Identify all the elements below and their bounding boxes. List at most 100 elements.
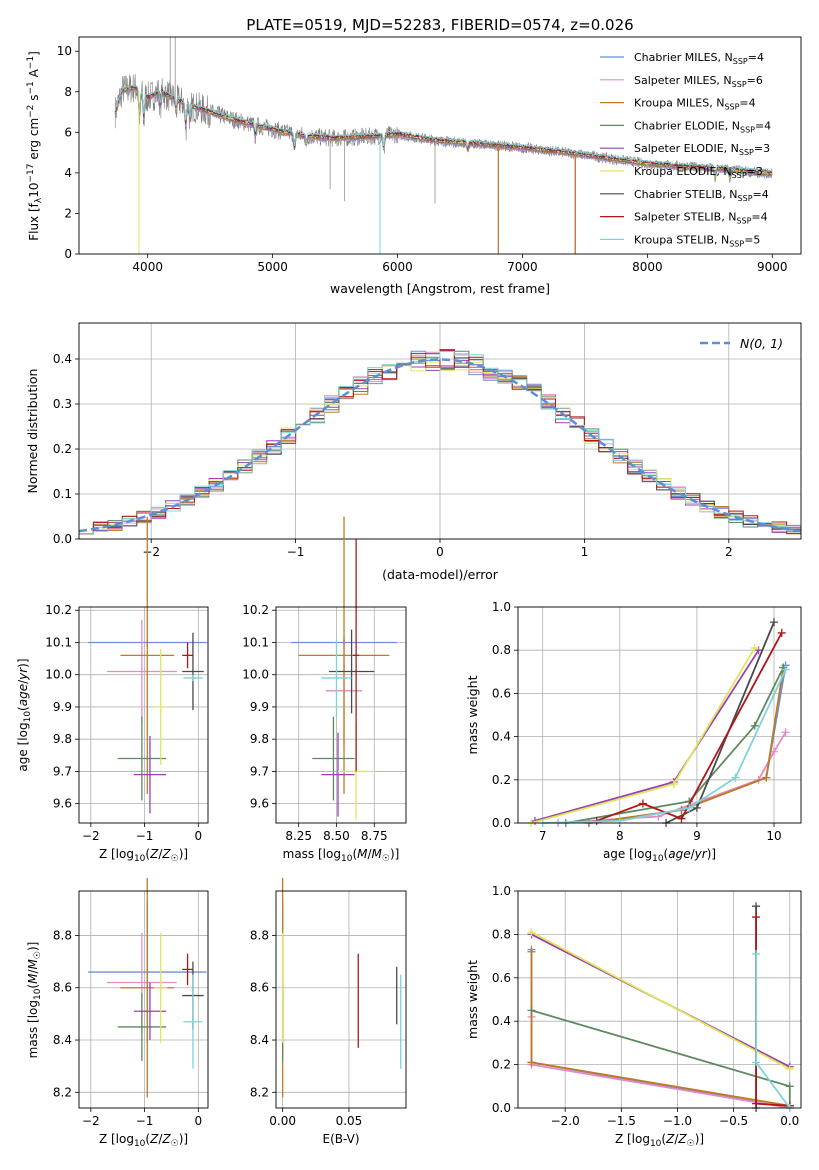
axes-frame xyxy=(517,606,802,824)
model-spectrum xyxy=(114,84,773,177)
legend-subscript: SSP xyxy=(739,148,754,157)
x-tick-label: −2 xyxy=(82,1114,100,1128)
weight-marker xyxy=(752,913,761,922)
weight-marker xyxy=(752,949,761,958)
x-tick-label: −2 xyxy=(82,829,100,843)
y-tick-label: 0.6 xyxy=(492,971,511,985)
axes-frame xyxy=(78,322,802,540)
weight-line xyxy=(596,632,783,822)
weight-marker xyxy=(785,1082,794,1091)
y-tick-label: 0.4 xyxy=(53,352,72,366)
weight-line xyxy=(530,647,756,824)
x-tick-label: 7000 xyxy=(507,260,538,274)
legend-subscript: SSP xyxy=(724,103,739,112)
weight-line xyxy=(530,951,790,1107)
x-tick-label: 9 xyxy=(693,829,701,843)
weight-marker xyxy=(770,747,779,756)
ebv-xlabel: E(B-V) xyxy=(322,1132,359,1146)
z-xlabel: Z [log10(Z/Z☉)] xyxy=(99,847,188,864)
y-tick-label: 10.0 xyxy=(45,668,72,682)
x-tick-label: 0.00 xyxy=(269,1114,296,1128)
y-tick-label: 9.8 xyxy=(250,732,269,746)
mass-xlabel: mass [log10(M/M☉)] xyxy=(283,847,400,864)
x-tick-label: −1.5 xyxy=(607,1114,636,1128)
residuals-xlabel: (data-model)/error xyxy=(382,567,499,582)
y-tick-label: 0.0 xyxy=(53,532,72,546)
z-xlabel: Z [log10(Z/Z☉)] xyxy=(615,1132,704,1149)
y-tick-label: 8.2 xyxy=(250,1085,269,1099)
legend-value: =4 xyxy=(755,119,771,132)
legend-label: Salpeter ELODIE, NSSP=3 xyxy=(634,142,770,157)
weight-marker xyxy=(685,803,694,812)
residual-histogram xyxy=(79,351,801,535)
weight-marker xyxy=(752,902,761,911)
axes-frame xyxy=(275,606,407,824)
weight-marker xyxy=(781,665,790,674)
y-tick-label: 8.8 xyxy=(53,928,72,942)
legend-value: =3 xyxy=(754,142,770,155)
legend-label: Chabrier MILES, NSSP=4 xyxy=(634,51,764,66)
axes-frame xyxy=(517,890,802,1109)
spectrum-lines xyxy=(114,37,773,254)
y-tick-label: 8 xyxy=(64,85,72,99)
mass-z-ylabel: mass [log10(M/M☉)] xyxy=(26,942,43,1059)
y-tick-label: 0.8 xyxy=(492,927,511,941)
x-tick-label: −1 xyxy=(287,545,305,559)
legend-subscript: SSP xyxy=(740,125,755,134)
y-tick-label: 8.8 xyxy=(250,928,269,942)
weight-vs-metallicity-panel: −2.0 −1.5 −1.0 −0.5 0.0 0.0 0.2 0.4 0.6 0.8 1.0 Z [… xyxy=(465,884,802,1149)
x-tick-label: 1 xyxy=(581,545,589,559)
y-tick-label: 0 xyxy=(64,247,72,261)
y-tick-label: 9.6 xyxy=(53,797,72,811)
y-tick-label: 0.0 xyxy=(492,1101,511,1115)
y-tick-label: 10.1 xyxy=(242,635,269,649)
y-tick-label: 0.2 xyxy=(53,442,72,456)
weight-marker xyxy=(750,644,759,653)
weight-marker xyxy=(731,773,740,782)
y-tick-label: 10.2 xyxy=(242,603,269,617)
weight-marker xyxy=(770,618,779,627)
y-tick-label: 9.9 xyxy=(53,700,72,714)
legend-label: Chabrier STELIB, NSSP=4 xyxy=(634,188,769,203)
weight-marker xyxy=(752,1058,761,1067)
legend-label: Kroupa STELIB, NSSP=5 xyxy=(634,233,760,248)
spectrum-panel: 4000 5000 6000 7000 8000 9000 0 2 4 6 8 10 Chabrier … xyxy=(57,36,802,296)
weight-vs-age-panel: 7 8 9 10 0.0 0.2 0.4 0.6 0.8 1.0 age [log10(age/yr… xyxy=(465,600,802,864)
figure-title: PLATE=0519, MJD=52283, FIBERID=0574, z=0… xyxy=(246,16,633,34)
gaussian-curve xyxy=(78,358,802,533)
weight-ylabel: mass weight xyxy=(465,960,480,1039)
y-tick-label: 8.2 xyxy=(53,1085,72,1099)
y-tick-label: 1.0 xyxy=(492,600,511,614)
legend-subscript: SSP xyxy=(733,57,748,66)
legend-label: N(0, 1) xyxy=(740,336,783,351)
y-tick-label: 10.1 xyxy=(45,635,72,649)
y-tick-label: 0.6 xyxy=(492,686,511,700)
weight-line xyxy=(530,1016,790,1109)
legend-label: Salpeter MILES, NSSP=6 xyxy=(634,74,763,89)
y-tick-label: 8.4 xyxy=(53,1033,72,1047)
y-tick-label: 1.0 xyxy=(492,884,511,898)
legend-value: =4 xyxy=(753,188,769,201)
weight-marker xyxy=(750,721,759,730)
y-tick-label: 0.2 xyxy=(492,1058,511,1072)
weight-line xyxy=(531,1009,791,1106)
x-tick-label: 4000 xyxy=(132,260,163,274)
x-tick-label: 8 xyxy=(616,829,624,843)
x-tick-label: 5000 xyxy=(257,260,288,274)
y-tick-label: 0.8 xyxy=(492,643,511,657)
y-tick-label: 0.1 xyxy=(53,487,72,501)
x-tick-label: −0.5 xyxy=(719,1114,748,1128)
legend-label: Chabrier ELODIE, NSSP=4 xyxy=(634,119,771,134)
x-tick-label: −1 xyxy=(136,1114,154,1128)
x-tick-label: 8.25 xyxy=(285,829,312,843)
age-z-ylabel: age [log10(age/yr)] xyxy=(16,658,33,771)
x-tick-label: 8.75 xyxy=(361,829,388,843)
x-tick-label: 0 xyxy=(195,1114,203,1128)
weight-marker xyxy=(527,1058,536,1067)
legend-label: Kroupa ELODIE, NSSP=3 xyxy=(634,165,763,180)
legend-value: =4 xyxy=(748,51,764,64)
weight-line xyxy=(565,667,785,824)
weight-line xyxy=(534,649,760,822)
legend-value: =6 xyxy=(747,74,763,87)
